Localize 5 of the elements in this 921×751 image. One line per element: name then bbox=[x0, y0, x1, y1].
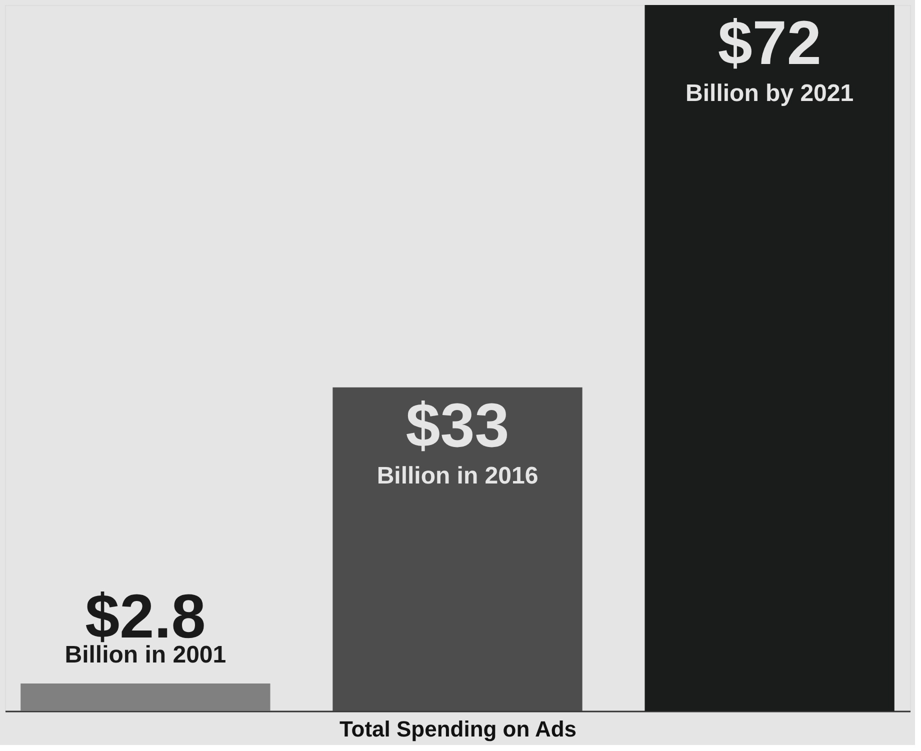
x-axis-title: Total Spending on Ads bbox=[339, 716, 577, 742]
x-tick-label: Billion in 2016 bbox=[376, 462, 538, 490]
data-label: $72 bbox=[718, 9, 822, 78]
data-label: $33 bbox=[406, 391, 510, 460]
x-tick-label: Billion by 2021 bbox=[686, 80, 854, 107]
